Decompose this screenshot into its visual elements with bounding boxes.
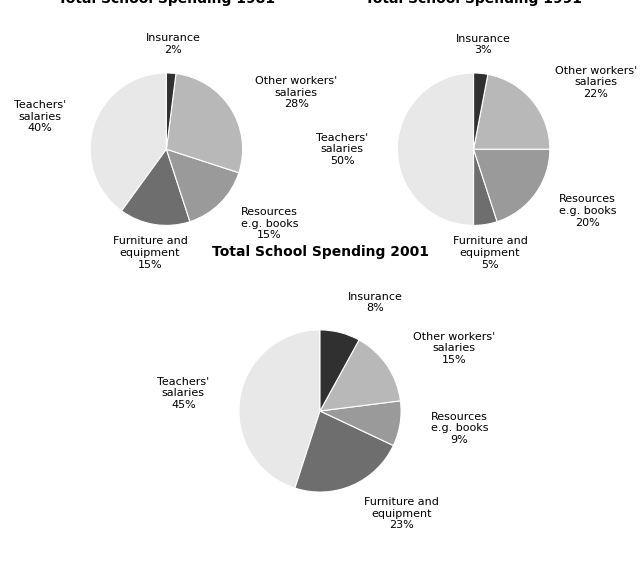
Text: Teachers'
salaries
50%: Teachers' salaries 50% — [316, 133, 369, 166]
Text: Other workers'
salaries
22%: Other workers' salaries 22% — [555, 65, 637, 99]
Text: Other workers'
salaries
28%: Other workers' salaries 28% — [255, 76, 337, 109]
Text: Teachers'
salaries
45%: Teachers' salaries 45% — [157, 377, 209, 410]
Text: Insurance
3%: Insurance 3% — [456, 34, 511, 55]
Wedge shape — [474, 74, 550, 149]
Title: Total School Spending 2001: Total School Spending 2001 — [211, 245, 429, 260]
Text: Other workers'
salaries
15%: Other workers' salaries 15% — [413, 332, 495, 365]
Wedge shape — [320, 401, 401, 445]
Wedge shape — [90, 73, 166, 211]
Wedge shape — [397, 73, 474, 225]
Text: Insurance
8%: Insurance 8% — [348, 292, 403, 314]
Wedge shape — [166, 149, 239, 222]
Text: Furniture and
equipment
5%: Furniture and equipment 5% — [452, 236, 527, 270]
Title: Total School Spending 1981: Total School Spending 1981 — [58, 0, 275, 6]
Wedge shape — [166, 73, 176, 149]
Wedge shape — [166, 74, 243, 173]
Text: Teachers'
salaries
40%: Teachers' salaries 40% — [14, 100, 67, 133]
Text: Resources
e.g. books
20%: Resources e.g. books 20% — [559, 194, 616, 227]
Text: Insurance
2%: Insurance 2% — [145, 33, 200, 55]
Text: Furniture and
equipment
23%: Furniture and equipment 23% — [364, 497, 439, 530]
Title: Total School Spending 1991: Total School Spending 1991 — [365, 0, 582, 6]
Wedge shape — [474, 73, 488, 149]
Wedge shape — [320, 340, 401, 411]
Wedge shape — [474, 149, 497, 225]
Wedge shape — [295, 411, 394, 492]
Text: Furniture and
equipment
15%: Furniture and equipment 15% — [113, 236, 188, 270]
Wedge shape — [122, 149, 190, 225]
Wedge shape — [474, 149, 550, 222]
Text: Resources
e.g. books
9%: Resources e.g. books 9% — [431, 412, 488, 445]
Text: Resources
e.g. books
15%: Resources e.g. books 15% — [241, 207, 298, 240]
Wedge shape — [239, 330, 320, 488]
Wedge shape — [320, 330, 359, 411]
